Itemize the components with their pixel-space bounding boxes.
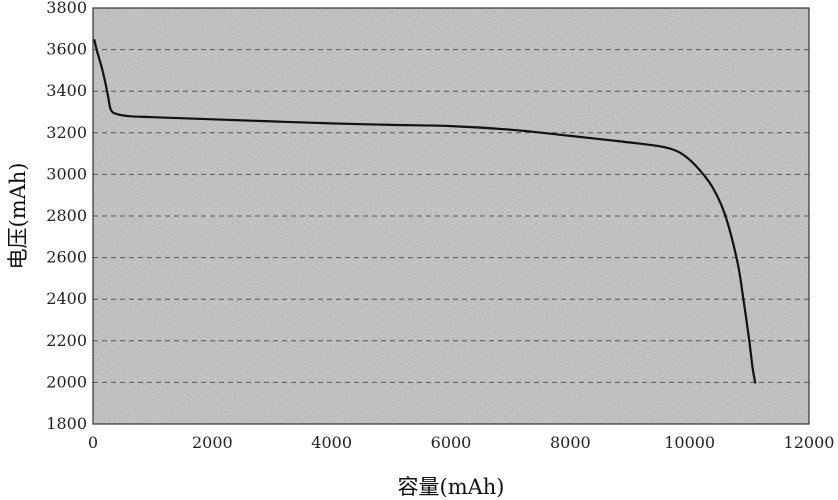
y-axis-label: 电压(mAh): [6, 163, 30, 270]
y-tick-label-3200: 3200: [46, 123, 87, 142]
y-tick-label-3000: 3000: [46, 164, 87, 183]
x-tick-label-4000: 4000: [311, 433, 352, 452]
x-tick-label-12000: 12000: [784, 433, 835, 452]
series-line-0: [93, 38, 757, 384]
x-tick-label-2000: 2000: [192, 433, 233, 452]
y-tick-label-2800: 2800: [46, 206, 87, 225]
x-tick-label-10000: 10000: [664, 433, 715, 452]
y-tick-label-2400: 2400: [46, 289, 87, 308]
plot-area-frame: [92, 7, 810, 425]
x-tick-label-8000: 8000: [550, 433, 591, 452]
y-tick-label-3400: 3400: [46, 81, 87, 100]
y-tick-label-1800: 1800: [46, 414, 87, 433]
gridlines: [93, 49, 809, 383]
y-tick-label-2600: 2600: [46, 248, 87, 267]
x-axis-label: 容量(mAh): [398, 475, 505, 499]
y-tick-label-3600: 3600: [46, 40, 87, 59]
plot-area-texture: [93, 8, 809, 424]
y-tick-label-2000: 2000: [46, 372, 87, 391]
y-tick-label-2200: 2200: [46, 331, 87, 350]
x-tick-label-6000: 6000: [431, 433, 472, 452]
x-tick-label-0: 0: [88, 433, 98, 452]
y-tick-label-3800: 3800: [46, 0, 87, 17]
tick-labels: 1800 2000 2200 2400 2600 2800 3000 3200 3400 3600…: [46, 0, 834, 452]
series-layer: [93, 38, 757, 384]
